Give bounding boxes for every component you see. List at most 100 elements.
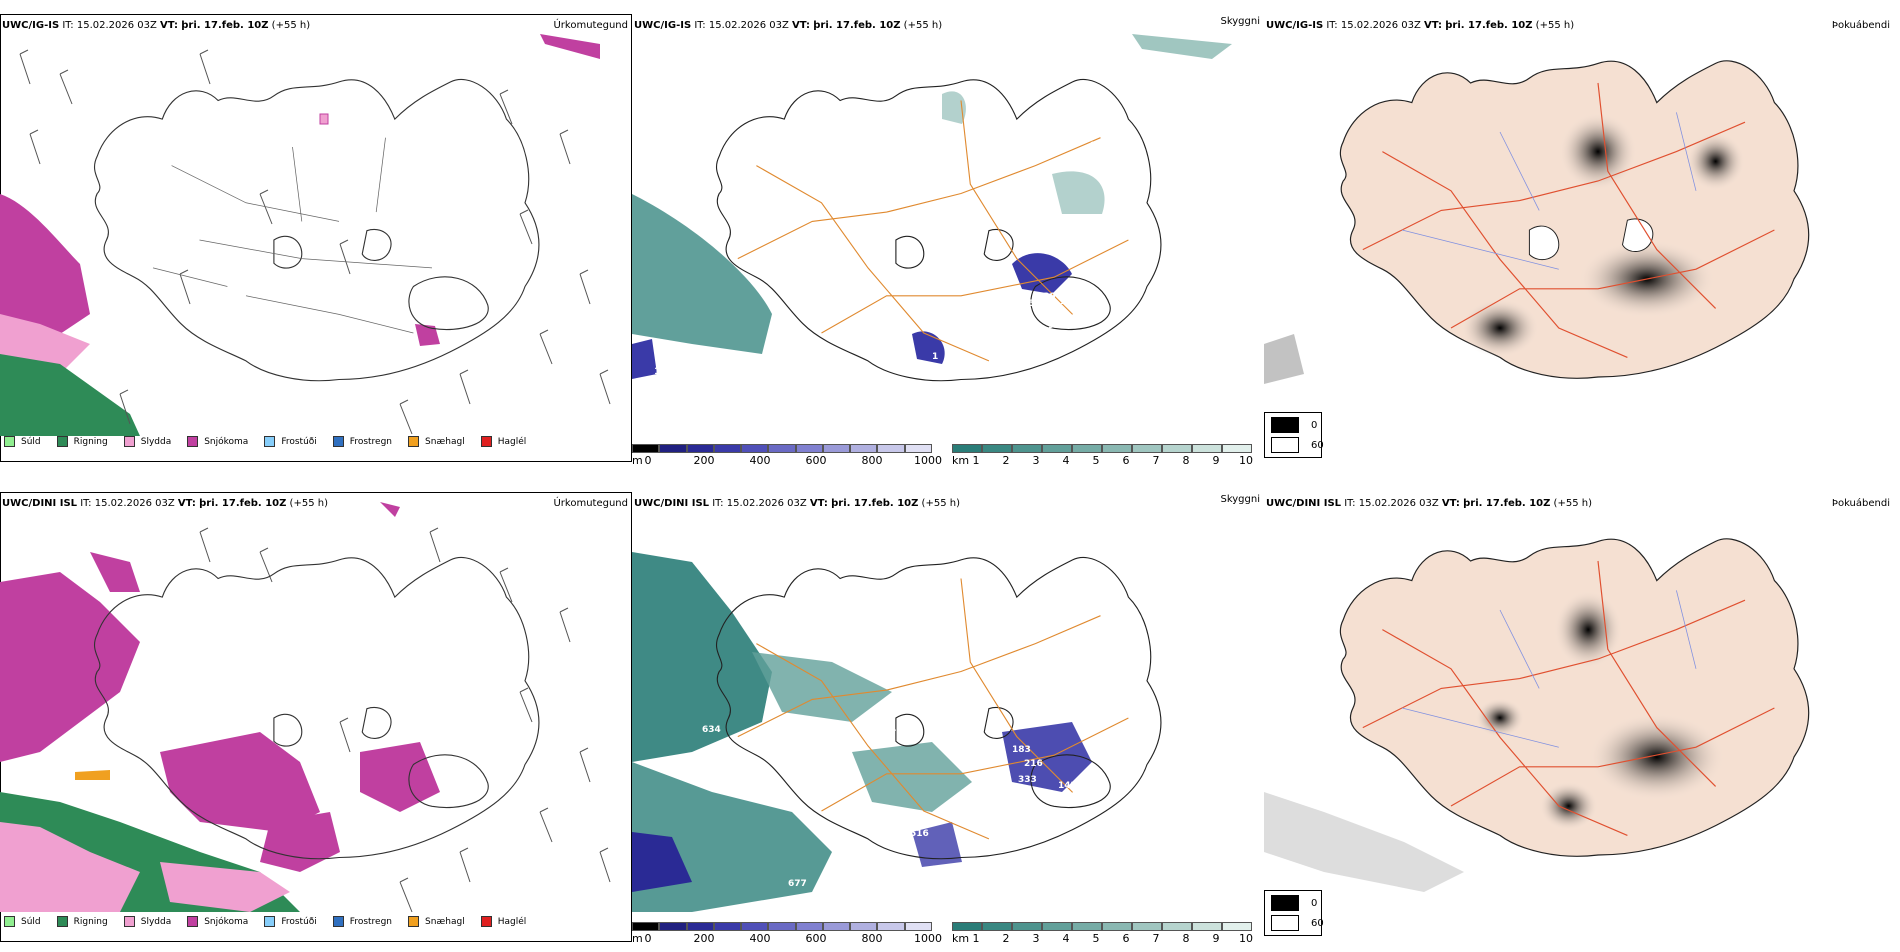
legend-swatch <box>4 436 15 447</box>
colorbar-cell <box>632 922 660 931</box>
colorbar-cell <box>952 922 982 931</box>
colorbar-cell <box>686 444 714 453</box>
fog-legend-top: 0 60 <box>1264 412 1324 458</box>
init-time: IT: 15.02.2026 03Z <box>709 498 810 509</box>
colorbar-cell <box>659 922 687 931</box>
colorbar-tick: 3 <box>1032 932 1040 945</box>
vis-label: 13 <box>906 861 919 871</box>
fog-map-top <box>1264 60 1810 384</box>
legend-swatch <box>408 436 420 447</box>
legend-swatch <box>332 436 344 447</box>
colorbar-cell <box>713 444 742 453</box>
colorbar-tick: 200 <box>693 454 715 467</box>
colorbar-unit: km <box>952 454 970 467</box>
colorbar-tick: 9 <box>1212 454 1220 467</box>
legend-item: Snjókoma <box>187 916 248 927</box>
colorbar-cell <box>1192 922 1222 931</box>
legend-item: Frostúði <box>264 916 317 927</box>
colorbar-tick: 400 <box>749 454 771 467</box>
valid-label: VT: <box>160 20 179 31</box>
legend-swatch <box>4 916 15 927</box>
colorbar-tick: 2 <box>1002 932 1010 945</box>
colorbar-cell <box>1012 922 1042 931</box>
colorbar-cell <box>877 922 905 931</box>
model-name: UWC/DINI ISL <box>1266 498 1342 509</box>
colorbar-tick: 3 <box>1032 454 1040 467</box>
vis-label: 333 <box>1018 775 1037 785</box>
visibility-map-bottom: 634 470 183 216 333 142 115 130 339 130 … <box>632 552 1162 912</box>
colorbar-cell <box>904 444 932 453</box>
legend-swatch <box>332 916 344 927</box>
cloudbase-colorbar: m 0 200 400 600 800 1000 <box>632 922 942 952</box>
lead-time: (+55 h) <box>918 498 960 509</box>
visibility-header-bottom: UWC/DINI ISL IT: 15.02.2026 03Z VT: þri.… <box>634 498 960 510</box>
colorbar-tick: 1 <box>972 932 980 945</box>
legend-item: Haglél <box>480 436 526 447</box>
init-time: IT: 15.02.2026 03Z <box>59 20 161 31</box>
colorbar-cell <box>1072 922 1102 931</box>
legend-swatch <box>1271 915 1299 931</box>
vis-label: 91 <box>1058 341 1071 351</box>
legend-item: Rigning <box>56 436 108 447</box>
colorbar-cell <box>795 922 823 931</box>
colorbar-cell <box>686 922 714 931</box>
colorbar-cell <box>1132 444 1162 453</box>
legend-item: Frostregn <box>332 436 392 447</box>
valid-time: þri. 17.feb. 10Z <box>1445 20 1533 31</box>
colorbar-cell <box>1042 922 1072 931</box>
colorbar-tick: 5 <box>1092 454 1100 467</box>
vis-label: 516 <box>910 829 929 839</box>
legend-item: Rigning <box>56 916 108 927</box>
legend-item: Snjókoma <box>187 436 248 447</box>
product-title: Skyggni <box>1220 16 1260 27</box>
colorbar-tick: 1000 <box>914 454 942 467</box>
colorbar-cell <box>822 922 851 931</box>
colorbar-tick: 9 <box>1212 932 1220 945</box>
valid-label: VT: <box>177 498 196 509</box>
precip-map-bottom <box>0 492 632 942</box>
vis-label: 124 <box>1060 297 1079 307</box>
legend-swatch <box>480 916 492 927</box>
legend-swatch <box>187 436 199 447</box>
vis-label: 129 <box>1037 292 1056 302</box>
precip-panel-bottom: UWC/DINI ISL IT: 15.02.2026 03Z VT: þri.… <box>0 492 632 942</box>
colorbar-tick: 10 <box>1239 454 1253 467</box>
colorbar-tick: 400 <box>749 932 771 945</box>
colorbar-tick: 6 <box>1122 454 1130 467</box>
vis-label: 180 <box>932 865 951 875</box>
precip-header-top: UWC/IG-IS IT: 15.02.2026 03Z VT: þri. 17… <box>2 20 310 32</box>
visibility-labels-top: 708 935 38 129 124 95 95 1 91 21 1 86 <box>654 127 1117 392</box>
fog-legend-item: 60 <box>1271 915 1324 931</box>
lead-time: (+55 h) <box>900 20 943 31</box>
legend-item: Snæhagl <box>408 916 465 927</box>
init-time: IT: 15.02.2026 03Z <box>1323 20 1425 31</box>
valid-label: VT: <box>809 498 828 509</box>
vis-label: 470 <box>890 725 909 735</box>
visibility-colorbar: km 1 2 3 4 5 6 7 8 9 10 <box>952 444 1262 474</box>
legend-item: Súld <box>4 916 41 927</box>
colorbar-cell <box>659 444 687 453</box>
colorbar-tick: 7 <box>1152 454 1160 467</box>
colorbar-cell <box>850 922 878 931</box>
colorbar-cell <box>877 444 905 453</box>
vis-label: 95 <box>1048 321 1061 331</box>
init-time: IT: 15.02.2026 03Z <box>691 20 793 31</box>
precip-header-bottom: UWC/DINI ISL IT: 15.02.2026 03Z VT: þri.… <box>2 498 328 510</box>
colorbar-cell <box>768 922 796 931</box>
vis-label: 115 <box>1086 777 1105 787</box>
visibility-labels-bottom: 634 470 183 216 333 142 115 130 339 130 … <box>702 725 1105 907</box>
colorbar-tick: 200 <box>693 932 715 945</box>
lead-time: (+55 h) <box>286 498 328 509</box>
colorbar-tick: 0 <box>644 932 652 945</box>
legend-item: Slydda <box>123 436 171 447</box>
colorbar-unit: km <box>952 932 970 945</box>
visibility-panel-top: 708 935 38 129 124 95 95 1 91 21 1 86 UW… <box>632 14 1264 467</box>
lead-time: (+55 h) <box>1532 20 1575 31</box>
vis-label: 193 <box>816 897 835 907</box>
fog-legend-item: 0 <box>1271 417 1317 433</box>
fog-legend-bottom: 0 60 <box>1264 890 1324 936</box>
valid-time: þri. 17.feb. 10Z <box>1463 498 1551 509</box>
model-name: UWC/IG-IS <box>1266 20 1324 31</box>
colorbar-cell <box>904 922 932 931</box>
vis-label: 183 <box>1012 745 1031 755</box>
